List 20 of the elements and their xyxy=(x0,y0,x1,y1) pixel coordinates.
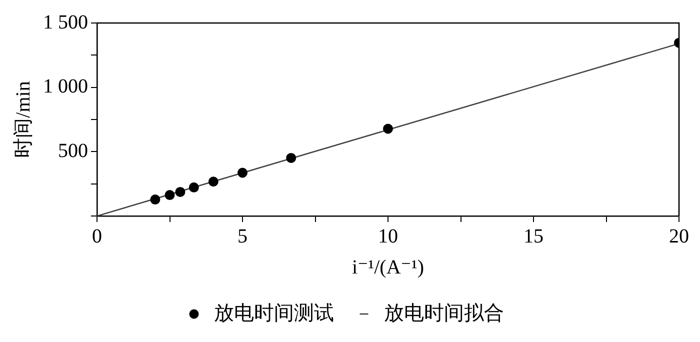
x-tick-label: 0 xyxy=(92,225,102,248)
point xyxy=(188,182,199,192)
x-axis-title: i⁻¹/(A⁻¹) xyxy=(352,256,424,278)
point xyxy=(164,190,175,200)
y-tick-label: 500 xyxy=(58,140,88,162)
legend-label: 放电时间测试 xyxy=(214,302,334,324)
x-tick-label: 5 xyxy=(238,225,248,248)
x-tick-label: 15 xyxy=(524,225,544,248)
x-tick-label: 10 xyxy=(378,225,398,248)
point xyxy=(286,152,296,163)
point xyxy=(175,186,186,197)
legend-label: 放电时间拟合 xyxy=(384,302,504,324)
x-tick-label: 20 xyxy=(669,225,689,248)
point xyxy=(150,194,160,205)
point xyxy=(238,168,248,178)
y-axis-title: 时间/min xyxy=(12,81,34,158)
y-tick-label: 1 500 xyxy=(43,11,88,34)
point xyxy=(208,176,218,187)
y-tick-label: 1 000 xyxy=(43,76,88,98)
point xyxy=(383,124,393,134)
